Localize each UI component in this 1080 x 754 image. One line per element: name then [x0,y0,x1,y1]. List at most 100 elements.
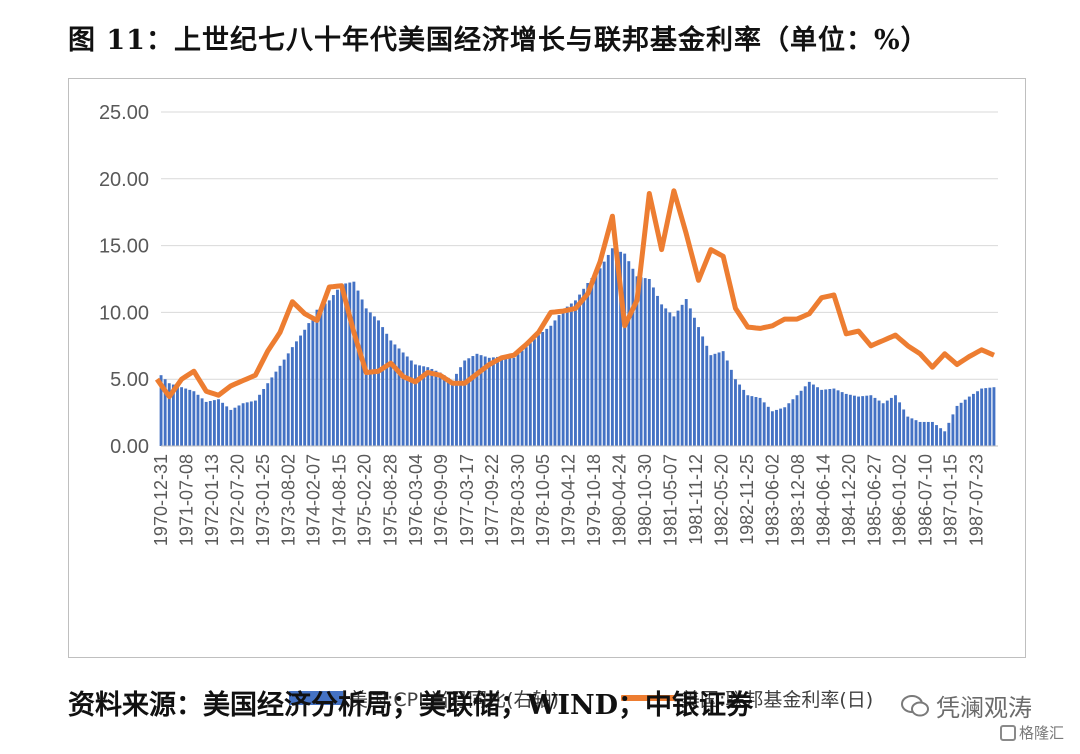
cpi-bar [701,336,705,446]
cpi-bar [914,420,918,446]
x-tick-label: 1973-08-02 [278,454,298,546]
y-tick-label: 15.00 [99,236,149,258]
cpi-bar [483,356,487,446]
cpi-bar [951,414,955,446]
cpi-bar [848,394,852,446]
cpi-bar [253,400,257,446]
cpi-bar [713,353,717,446]
cpi-bar [770,411,774,446]
cpi-bar [869,395,873,446]
cpi-bar [541,331,545,446]
cpi-bar [725,360,729,446]
cpi-bar [397,348,401,446]
cpi-bar [262,388,266,446]
cpi-bar [840,392,844,446]
x-tick-label: 1986-01-02 [890,454,910,546]
cpi-bar [697,327,700,446]
cpi-bar [508,357,512,446]
cpi-bar [532,339,536,446]
cpi-bar [225,406,229,446]
cpi-bar [315,309,319,446]
y-tick-label: 20.00 [99,169,149,191]
x-tick-label: 1984-12-20 [839,454,859,546]
cpi-bar [795,395,799,446]
cpi-bar [721,351,725,446]
cpi-bar [471,356,475,446]
cpi-bar [574,300,577,446]
cpi-bar [200,398,204,446]
cpi-bar [565,306,569,446]
x-tick-label: 1980-10-30 [635,454,655,546]
x-tick-label: 1974-02-07 [304,454,324,546]
cpi-bar [372,316,376,446]
cpi-bar [926,421,930,446]
cpi-bar [171,384,175,446]
cpi-bar [623,253,627,446]
cpi-bar [430,368,434,446]
cpi-bar [820,389,824,446]
cpi-bar [832,388,836,446]
cpi-bar [811,384,815,446]
x-tick-label: 1976-03-04 [406,454,426,546]
x-tick-label: 1975-02-20 [355,454,375,546]
cpi-bar [327,300,331,446]
cpi-bar [405,356,409,446]
legend-item-fed-funds: 美国:联邦基金利率(日) [620,685,874,712]
x-tick-label: 1975-08-28 [380,454,400,546]
cpi-bar [754,397,758,446]
cpi-bar [323,303,327,446]
x-tick-label: 1973-01-25 [253,454,273,546]
x-tick-label: 1977-03-17 [457,454,477,546]
figure-title: 图 11：上世纪七八十年代美国经济增长与联邦基金利率（单位：%） [68,25,929,56]
cpi-bar [212,400,216,446]
chart-frame: 0.00 5.00 10.00 15.00 20.00 25.00 1970-12-31 19… [68,78,1026,711]
cpi-bar [853,395,856,446]
cpi-bar [389,340,393,446]
cpi-bar [709,355,713,446]
x-tick-label: 1978-03-30 [508,454,528,546]
cpi-bar [180,387,184,446]
legend-swatch-cpi [289,691,343,705]
cpi-bar [504,356,508,446]
cpi-bar [824,389,828,446]
cpi-bar [438,372,442,446]
cpi-bar [779,408,783,446]
cpi-bar [930,421,934,446]
cpi-bar [553,320,557,446]
cpi-bar [258,394,261,446]
cpi-bar [241,403,245,446]
cpi-bar [873,397,877,446]
cpi-bar [167,383,171,446]
cpi-bar [537,335,540,446]
cpi-bar [446,377,450,446]
cpi-bar [717,352,721,446]
cpi-bar [602,261,606,446]
combo-chart: 0.00 5.00 10.00 15.00 20.00 25.00 1970-12-31 19… [99,102,998,546]
cpi-bar [742,389,746,446]
cpi-bar [775,409,778,446]
cpi-bar [479,355,483,446]
cpi-bar [303,329,307,446]
cpi-bar [598,268,602,446]
cpi-bar [393,344,397,446]
cpi-bar [984,388,988,446]
x-tick-label: 1986-07-10 [915,454,935,546]
cpi-bar [647,279,651,446]
cpi-bar [319,306,323,446]
watermark-sub-text: 格隆汇 [1019,724,1065,742]
cpi-bar [578,294,581,446]
cpi-bar [418,365,421,446]
legend-label-fed-funds: 美国:联邦基金利率(日) [680,688,874,711]
cpi-bar [422,366,426,446]
x-tick-label: 1982-05-20 [712,454,732,546]
cpi-bar [803,386,807,446]
cpi-bar [159,375,163,446]
watermark-sub: 格隆汇 [1000,722,1064,743]
cpi-bar [885,400,889,446]
cpi-bar [467,358,471,446]
y-tick-label: 5.00 [110,369,149,391]
cpi-bar [791,399,795,446]
cpi-bar [902,409,906,446]
cpi-bar [963,399,967,446]
cpi-bar [311,316,315,446]
